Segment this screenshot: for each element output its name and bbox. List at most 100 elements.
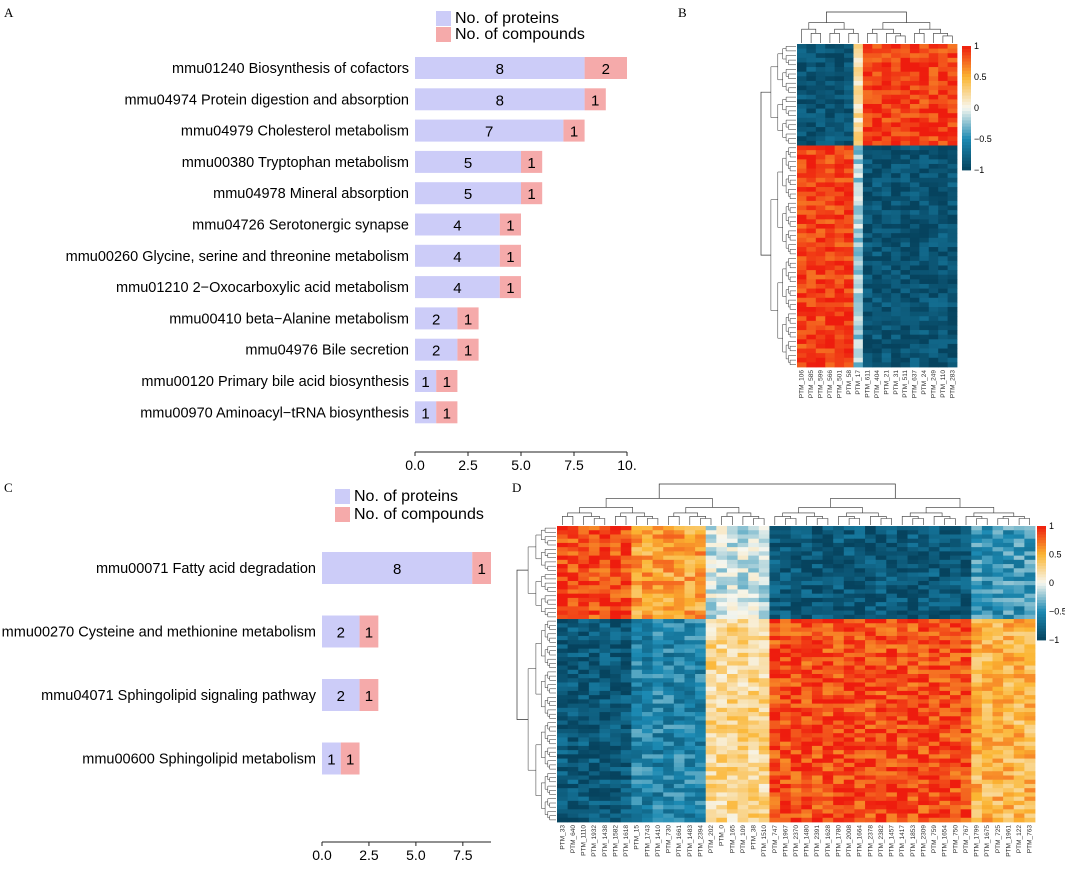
heatmap-cell	[780, 610, 792, 616]
heatmap-cell	[641, 597, 653, 603]
heatmap-cell	[854, 623, 866, 628]
heatmap-cell	[886, 707, 898, 713]
heatmap-cell	[815, 53, 826, 59]
heatmap-cell	[843, 707, 855, 713]
heatmap-cell	[896, 750, 908, 755]
heatmap-cell	[981, 627, 993, 633]
heatmap-cell	[928, 559, 940, 565]
heatmap-cell	[833, 530, 845, 535]
heatmap-cell	[960, 631, 972, 637]
heatmap-cell	[758, 593, 770, 599]
heatmap-cell	[641, 640, 653, 645]
heatmap-cell	[1003, 703, 1015, 709]
heatmap-cell	[557, 576, 569, 582]
data-label: 1	[464, 343, 472, 360]
heatmap-cell	[909, 159, 920, 165]
heatmap-cell	[950, 610, 962, 616]
heatmap-cell	[684, 695, 696, 700]
heatmap-cell	[705, 817, 717, 823]
heatmap-cell	[1024, 576, 1036, 582]
heatmap-cell	[1024, 619, 1036, 624]
heatmap-cell	[599, 720, 611, 726]
row-dendrogram-branch	[789, 249, 796, 255]
heatmap-cell	[1013, 741, 1025, 747]
heatmap-cell	[588, 682, 600, 688]
heatmap-cell	[631, 758, 643, 764]
heatmap-cell	[652, 792, 664, 798]
heatmap-cell	[950, 788, 962, 793]
heatmap-cell	[834, 173, 845, 179]
heatmap-cell	[695, 568, 707, 573]
heatmap-cell	[891, 288, 901, 294]
heatmap-cell	[737, 678, 749, 683]
heatmap-cell	[971, 771, 983, 776]
data-label: 4	[453, 249, 461, 266]
heatmap-cell	[971, 699, 983, 704]
heatmap-cell	[950, 809, 962, 814]
data-label: 1	[443, 405, 451, 422]
heatmap-cell	[918, 707, 930, 713]
x-tick-label: 0.0	[405, 457, 425, 473]
heatmap-cell	[891, 223, 901, 229]
heatmap-cell	[947, 353, 958, 359]
heatmap-cell	[801, 648, 813, 654]
heatmap-cell	[833, 648, 845, 654]
heatmap-cell	[947, 71, 958, 77]
heatmap-cell	[844, 242, 854, 248]
heatmap-cell	[825, 316, 836, 322]
heatmap-cell	[844, 200, 854, 206]
heatmap-cell	[610, 530, 622, 535]
heatmap-cell	[865, 745, 877, 751]
heatmap-cell	[673, 542, 685, 548]
heatmap-cell	[909, 242, 920, 248]
heatmap-cell	[641, 542, 653, 548]
heatmap-cell	[610, 602, 622, 607]
heatmap-cell	[663, 580, 675, 586]
heatmap-cell	[862, 283, 873, 289]
heatmap-cell	[620, 631, 632, 637]
heatmap-cell	[844, 274, 854, 280]
heatmap-cell	[992, 674, 1004, 679]
heatmap-cell	[1013, 547, 1025, 552]
heatmap-cell	[918, 728, 930, 734]
heatmap-cell	[801, 805, 813, 810]
heatmap-cell	[886, 619, 898, 624]
heatmap-cell	[758, 703, 770, 709]
heatmap-cell	[896, 805, 908, 810]
heatmap-cell	[748, 585, 760, 590]
heatmap-cell	[815, 330, 826, 336]
heatmap-cell	[907, 665, 919, 671]
column-label: PTM_0	[719, 825, 726, 846]
column-label: PTM_2309	[921, 825, 928, 857]
heatmap-cell	[834, 330, 845, 336]
heatmap-cell	[641, 817, 653, 823]
heatmap-cell	[652, 589, 664, 595]
heatmap-cell	[947, 348, 958, 354]
heatmap-cell	[557, 745, 569, 751]
row-dendrogram-branch	[547, 735, 556, 742]
heatmap-cell	[919, 339, 930, 345]
heatmap-cell	[806, 94, 817, 100]
heatmap-cell	[960, 635, 972, 641]
heatmap-cell	[992, 817, 1004, 823]
heatmap-cell	[833, 745, 845, 751]
heatmap-cell	[854, 724, 866, 730]
heatmap-cell	[822, 750, 834, 755]
heatmap-cell	[822, 809, 834, 814]
heatmap-cell	[971, 572, 983, 578]
heatmap-cell	[705, 809, 717, 814]
heatmap-cell	[588, 606, 600, 611]
heatmap-cell	[919, 191, 930, 197]
heatmap-cell	[815, 99, 826, 105]
heatmap-cell	[865, 682, 877, 688]
heatmap-cell	[960, 813, 972, 819]
heatmap-cell	[748, 745, 760, 751]
heatmap-cell	[896, 555, 908, 561]
heatmap-cell	[900, 76, 911, 82]
heatmap-cell	[806, 53, 817, 59]
heatmap-cell	[652, 800, 664, 806]
heatmap-cell	[900, 62, 911, 68]
heatmap-cell	[631, 555, 643, 561]
heatmap-cell	[663, 716, 675, 721]
heatmap-cell	[631, 597, 643, 603]
